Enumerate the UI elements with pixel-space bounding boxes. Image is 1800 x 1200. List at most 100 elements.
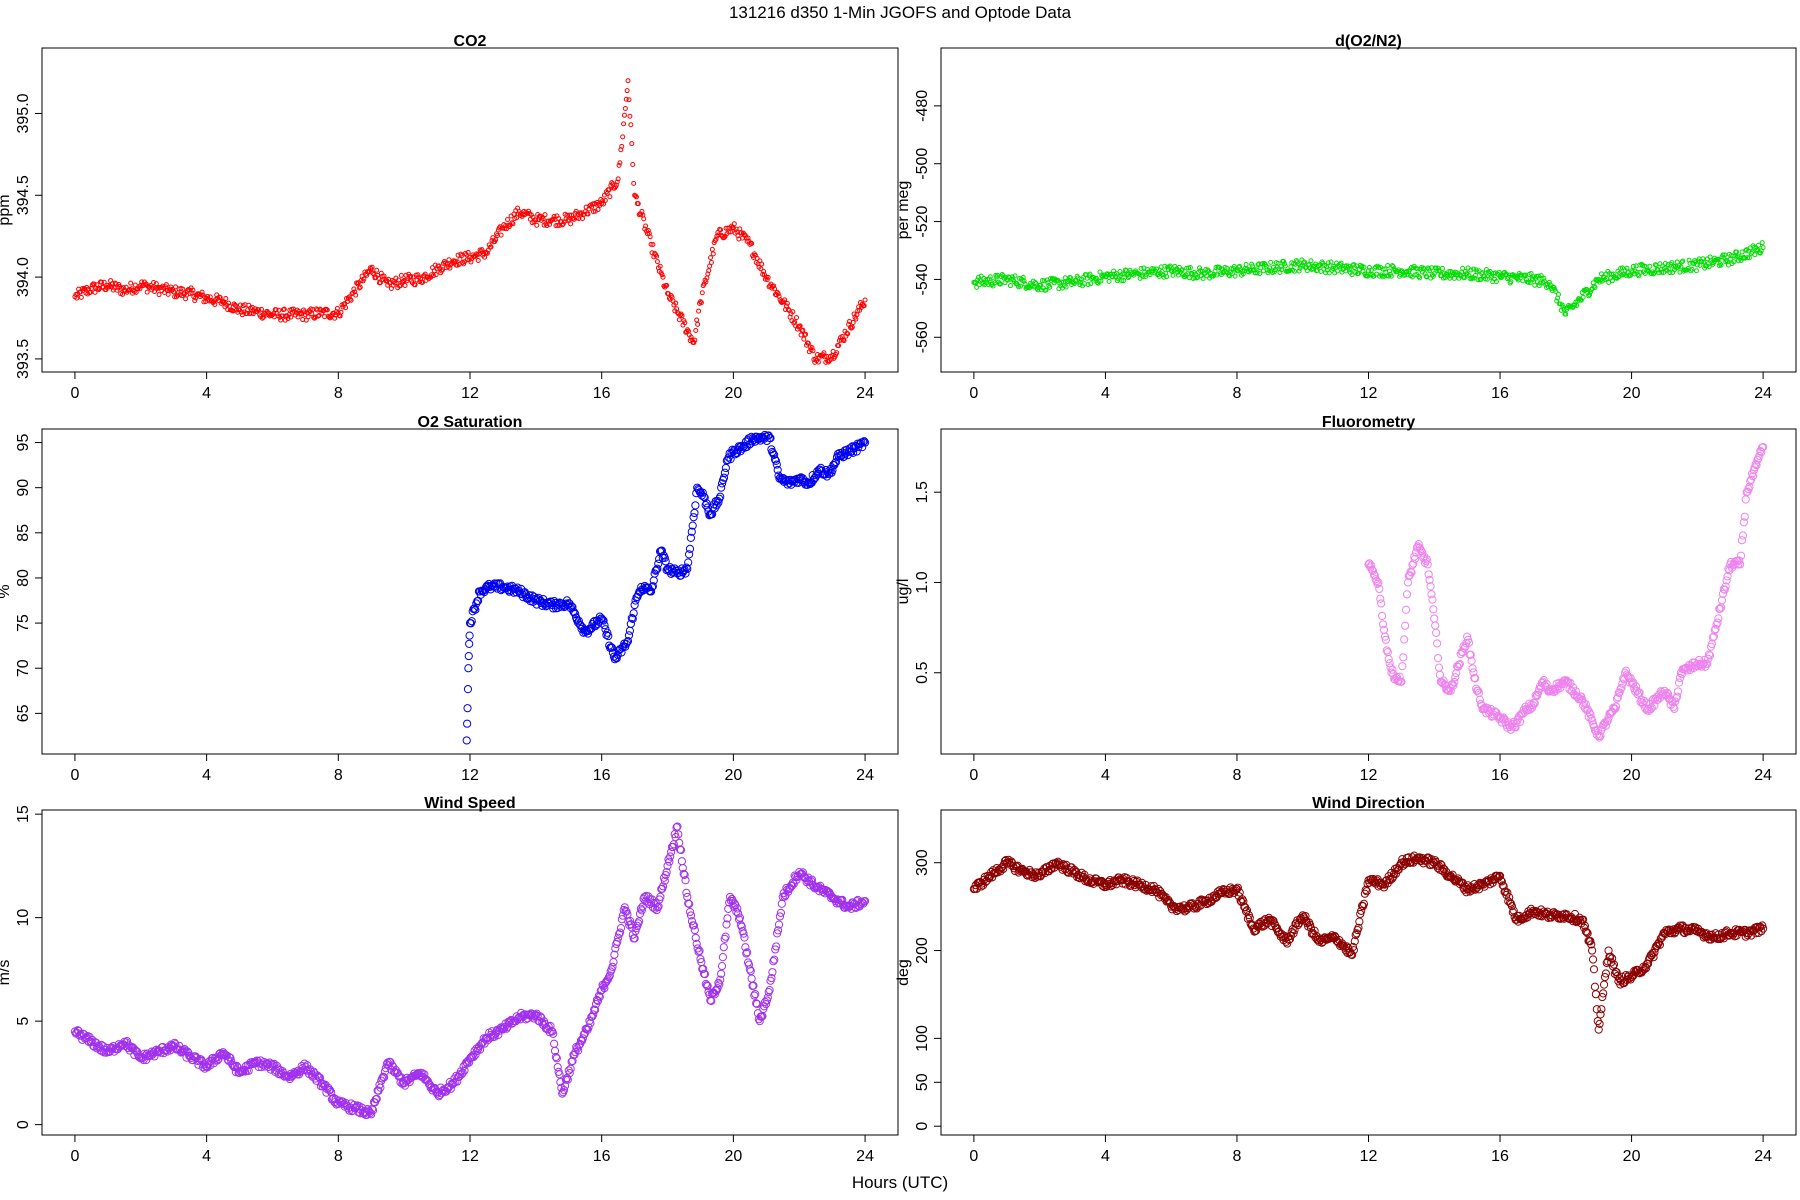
data-point xyxy=(1534,279,1540,285)
data-point xyxy=(259,315,265,321)
y-tick-label: 70 xyxy=(15,659,32,677)
data-point xyxy=(1579,699,1589,708)
data-point xyxy=(693,328,699,334)
x-tick-label: 8 xyxy=(334,767,343,784)
data-point xyxy=(1709,632,1718,641)
data-point xyxy=(550,1039,559,1048)
data-point xyxy=(1601,721,1610,730)
data-point xyxy=(1411,554,1420,563)
data-point xyxy=(743,235,749,241)
data-point xyxy=(1232,273,1238,279)
data-point xyxy=(1251,267,1257,273)
data-point xyxy=(1527,280,1533,286)
data-point xyxy=(1423,560,1432,569)
data-point xyxy=(974,284,980,290)
data-point xyxy=(636,904,646,913)
data-point xyxy=(708,259,714,265)
data-point xyxy=(1705,651,1715,660)
data-point xyxy=(755,1017,764,1026)
data-point xyxy=(1620,272,1626,278)
data-point xyxy=(614,930,624,939)
x-tick-label: 8 xyxy=(1233,767,1242,784)
data-point xyxy=(769,957,778,966)
data-point xyxy=(708,255,714,261)
data-point xyxy=(1354,923,1363,932)
data-point xyxy=(1623,972,1632,981)
data-point xyxy=(1418,548,1427,557)
windspeed-points xyxy=(70,822,870,1120)
x-tick-label: 20 xyxy=(1623,1148,1641,1165)
data-point xyxy=(709,246,715,252)
data-point xyxy=(510,221,516,227)
data-point xyxy=(1592,730,1601,739)
data-point xyxy=(91,281,97,287)
data-point xyxy=(1349,946,1358,955)
data-point xyxy=(1606,952,1615,961)
data-point xyxy=(1420,552,1429,561)
data-point xyxy=(1038,282,1044,288)
data-point xyxy=(714,498,723,507)
x-tick-label: 24 xyxy=(856,385,874,402)
data-point xyxy=(1233,883,1242,892)
data-point xyxy=(1463,632,1472,641)
data-point xyxy=(398,272,404,278)
data-point xyxy=(1619,265,1625,271)
x-tick-label: 20 xyxy=(724,385,742,402)
data-point xyxy=(1507,902,1517,911)
data-point xyxy=(465,639,474,649)
data-point xyxy=(78,294,84,300)
data-point xyxy=(740,933,749,942)
y-axis-label: per meg xyxy=(895,181,912,240)
data-point xyxy=(785,306,791,312)
data-point xyxy=(534,593,543,602)
data-point xyxy=(662,867,671,877)
data-point xyxy=(679,313,685,319)
y-axis-label: deg xyxy=(895,959,912,986)
x-tick-label: 16 xyxy=(593,1148,611,1165)
data-point xyxy=(1439,676,1448,685)
data-point xyxy=(630,162,636,168)
data-point xyxy=(1674,678,1684,687)
data-point xyxy=(1252,926,1261,935)
data-point xyxy=(850,319,856,325)
data-point xyxy=(1495,871,1505,880)
data-point xyxy=(666,852,675,861)
data-point xyxy=(113,281,119,287)
y-tick-label: 200 xyxy=(914,937,931,964)
data-point xyxy=(828,466,837,475)
data-point xyxy=(821,470,830,479)
co2-points xyxy=(72,78,868,365)
data-point xyxy=(1433,265,1439,271)
data-point xyxy=(1601,969,1610,978)
data-point xyxy=(1526,705,1535,714)
data-point xyxy=(660,876,669,885)
data-point xyxy=(1194,275,1200,281)
data-point xyxy=(315,313,321,319)
data-point xyxy=(621,112,627,118)
data-point xyxy=(1368,874,1378,884)
data-point xyxy=(1399,653,1408,662)
data-point xyxy=(1588,955,1598,964)
data-point xyxy=(1318,269,1324,275)
data-point xyxy=(1163,896,1172,906)
data-point xyxy=(338,309,344,315)
data-point xyxy=(568,1056,577,1066)
data-point xyxy=(1737,536,1747,545)
data-point xyxy=(1292,268,1298,274)
data-point xyxy=(696,308,702,314)
y-tick-label: 95 xyxy=(15,434,32,452)
data-point xyxy=(1088,281,1094,287)
data-point xyxy=(550,1046,560,1055)
data-point xyxy=(142,282,148,288)
data-point xyxy=(730,899,739,908)
data-point xyxy=(493,237,499,243)
data-point xyxy=(766,434,775,443)
data-point xyxy=(820,889,829,898)
data-point xyxy=(1723,572,1732,581)
data-point xyxy=(1377,599,1386,608)
data-point xyxy=(625,626,635,635)
data-point xyxy=(1401,621,1410,630)
data-point xyxy=(1555,678,1564,687)
plot-frame xyxy=(940,428,1797,755)
data-point xyxy=(361,276,367,282)
